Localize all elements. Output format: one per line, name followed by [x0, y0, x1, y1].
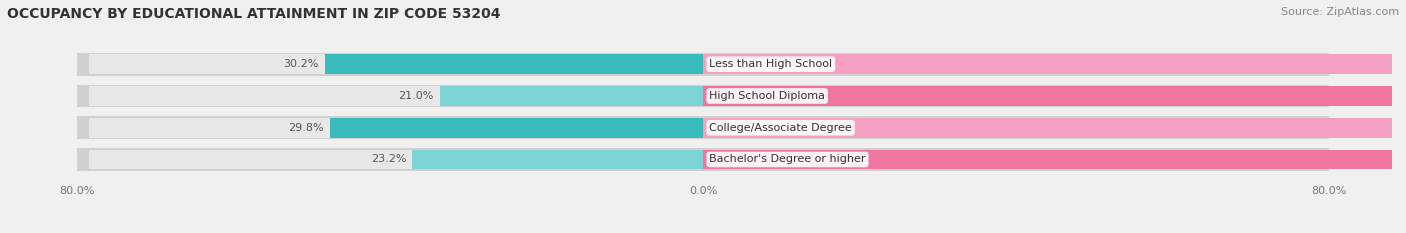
Bar [412, 150, 703, 169]
Text: Bachelor's Degree or higher: Bachelor's Degree or higher [709, 154, 866, 164]
Text: College/Associate Degree: College/Associate Degree [709, 123, 852, 133]
Text: 30.2%: 30.2% [283, 59, 318, 69]
Bar [89, 54, 1317, 74]
Text: Less than High School: Less than High School [709, 59, 832, 69]
Bar [330, 118, 703, 137]
Bar [703, 118, 1406, 137]
Text: 29.8%: 29.8% [288, 123, 323, 133]
Bar [89, 150, 1317, 169]
Bar [77, 85, 1329, 107]
Bar [77, 53, 1329, 76]
Bar [77, 116, 1329, 139]
Text: High School Diploma: High School Diploma [709, 91, 825, 101]
Text: 23.2%: 23.2% [371, 154, 406, 164]
Bar [440, 86, 703, 106]
Text: Source: ZipAtlas.com: Source: ZipAtlas.com [1281, 7, 1399, 17]
Bar [703, 86, 1406, 106]
Bar [703, 150, 1406, 169]
Bar [703, 54, 1406, 74]
Bar [325, 54, 703, 74]
Bar [89, 86, 1317, 106]
Text: 21.0%: 21.0% [398, 91, 433, 101]
Text: OCCUPANCY BY EDUCATIONAL ATTAINMENT IN ZIP CODE 53204: OCCUPANCY BY EDUCATIONAL ATTAINMENT IN Z… [7, 7, 501, 21]
Bar [89, 118, 1317, 137]
Bar [77, 148, 1329, 171]
